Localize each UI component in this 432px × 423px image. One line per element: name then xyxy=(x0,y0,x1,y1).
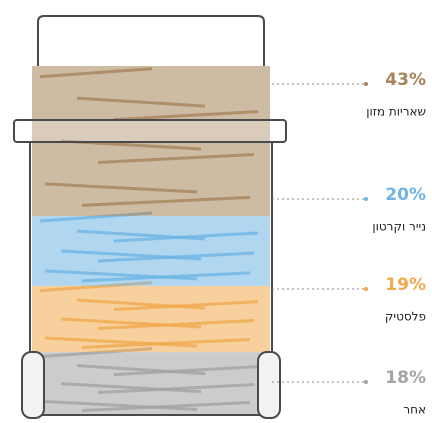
texture xyxy=(39,67,153,79)
connector-dot xyxy=(364,380,368,384)
texture xyxy=(81,195,251,207)
value-label: 20% xyxy=(385,185,426,205)
texture xyxy=(76,364,206,376)
texture xyxy=(113,365,259,377)
texture xyxy=(44,182,198,194)
bin-layers xyxy=(32,66,270,415)
wheel xyxy=(257,351,281,419)
connector-dot xyxy=(364,82,368,86)
wheel xyxy=(21,351,45,419)
texture xyxy=(97,152,255,164)
category-label: שאריות מזון xyxy=(366,105,426,119)
category-label: נייר וקרטון xyxy=(372,220,426,234)
labels: 43% שאריות מזון 20% נייר וקרטון 19% פלסטיק 18%… xyxy=(272,70,426,417)
value-label: 43% xyxy=(385,70,426,90)
texture xyxy=(113,110,259,122)
texture xyxy=(44,400,198,412)
texture xyxy=(81,337,251,349)
value-label: 18% xyxy=(385,368,426,388)
texture xyxy=(81,271,251,283)
texture xyxy=(81,401,251,413)
category-label: פלסטיק xyxy=(385,310,426,324)
bin-rim xyxy=(13,119,287,143)
texture xyxy=(60,382,202,394)
bin-lid xyxy=(37,15,265,66)
bin-outline xyxy=(13,15,287,419)
category-label: אחר xyxy=(403,403,426,417)
connector-dot xyxy=(364,287,368,291)
texture xyxy=(113,231,259,243)
texture xyxy=(97,318,255,330)
connector-dot xyxy=(364,197,368,201)
texture xyxy=(76,96,206,108)
value-label: 19% xyxy=(385,275,426,295)
texture xyxy=(97,251,255,263)
texture xyxy=(113,300,259,312)
bin-body xyxy=(29,141,273,416)
texture xyxy=(97,383,255,395)
